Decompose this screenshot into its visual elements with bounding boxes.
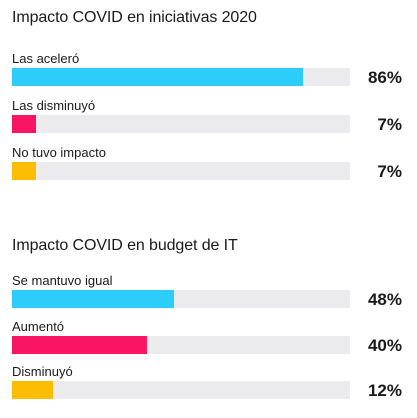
bar xyxy=(12,336,147,354)
bar xyxy=(12,68,303,86)
chart-covid-it-budget: Impacto COVID en budget de IT Se mantuvo… xyxy=(12,237,402,409)
bar-value-label: 7% xyxy=(377,162,402,181)
bar-value-label: 7% xyxy=(377,115,402,134)
bar-label: Disminuyó xyxy=(12,364,73,379)
bar-label: Las disminuyó xyxy=(12,98,96,113)
bar-value-label: 86% xyxy=(367,68,402,87)
bar-track xyxy=(12,336,350,354)
bar-row: Las aceleró 86% xyxy=(12,51,402,91)
bar xyxy=(12,381,53,399)
bar-row: Las disminuyó 7% xyxy=(12,98,402,138)
bar-label: Aumentó xyxy=(12,319,65,334)
bar-track xyxy=(12,162,350,180)
chart-title: Impacto COVID en budget de IT xyxy=(12,237,238,254)
bar-row: Disminuyó 12% xyxy=(12,364,402,404)
chart-title: Impacto COVID en iniciativas 2020 xyxy=(12,9,257,26)
chart-covid-initiatives: Impacto COVID en iniciativas 2020 Las ac… xyxy=(12,9,402,181)
bar-track xyxy=(12,115,350,133)
bar xyxy=(12,115,36,133)
bar-track xyxy=(12,381,350,399)
bar-value-label: 48% xyxy=(367,290,402,309)
bar xyxy=(12,290,174,308)
bar-label: Se mantuvo igual xyxy=(12,273,113,288)
bar-track xyxy=(12,290,350,308)
bar-track xyxy=(12,68,350,86)
bar-label: Las aceleró xyxy=(12,51,80,66)
bar-row: No tuvo impacto 7% xyxy=(12,145,402,185)
bar-row: Aumentó 40% xyxy=(12,319,402,359)
bar-value-label: 40% xyxy=(367,336,402,355)
bar-value-label: 12% xyxy=(367,381,402,400)
bar-row: Se mantuvo igual 48% xyxy=(12,273,402,313)
bar xyxy=(12,162,36,180)
bar-label: No tuvo impacto xyxy=(12,145,106,160)
